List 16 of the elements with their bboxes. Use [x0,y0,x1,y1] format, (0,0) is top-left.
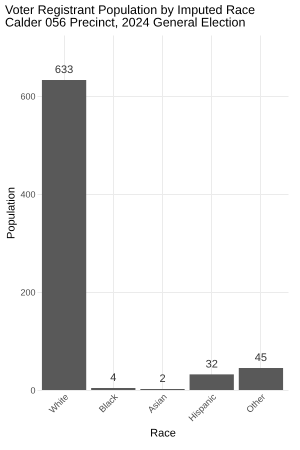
chart-subtitle: Calder 056 Precinct, 2024 General Election [4,16,246,30]
bar [190,374,234,390]
y-tick-label: 400 [20,190,36,200]
data-label: 633 [54,64,74,76]
bar [238,368,284,390]
x-axis-title: Race [150,427,176,440]
data-label: 4 [110,372,116,384]
y-tick-label: 200 [20,288,36,298]
y-tick-label: 600 [20,92,36,102]
data-label: 45 [254,352,268,364]
data-label: 32 [206,358,218,370]
y-tick-label: 0 [30,386,36,396]
data-label: 2 [159,373,166,386]
y-axis-title: Population [5,187,18,239]
bar [42,80,86,390]
chart-title: Voter Registrant Population by Imputed Race [4,3,256,17]
